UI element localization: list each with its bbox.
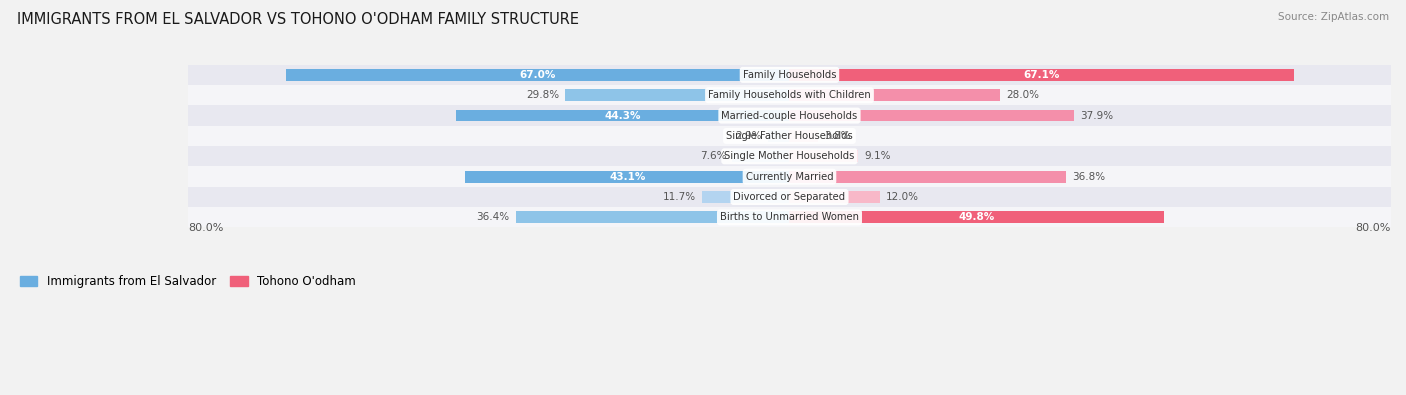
Bar [790,171,1066,182]
Bar [790,150,858,162]
Bar [188,146,1391,166]
Bar [465,171,790,182]
Bar [188,166,1391,187]
Text: 12.0%: 12.0% [886,192,918,202]
Text: 9.1%: 9.1% [863,151,890,161]
Text: 80.0%: 80.0% [1355,223,1391,233]
Bar [188,105,1391,126]
Text: 36.8%: 36.8% [1073,172,1105,182]
Legend: Immigrants from El Salvador, Tohono O'odham: Immigrants from El Salvador, Tohono O'od… [15,271,361,293]
Text: Births to Unmarried Women: Births to Unmarried Women [720,213,859,222]
Text: 49.8%: 49.8% [959,213,995,222]
Bar [188,207,1391,228]
Bar [565,89,790,101]
Text: 7.6%: 7.6% [700,151,727,161]
Text: 80.0%: 80.0% [188,223,224,233]
Text: 43.1%: 43.1% [609,172,645,182]
Bar [188,85,1391,105]
Text: Single Father Households: Single Father Households [725,131,853,141]
Text: 44.3%: 44.3% [605,111,641,120]
Bar [188,187,1391,207]
Bar [790,89,1000,101]
Bar [768,130,790,142]
Text: Source: ZipAtlas.com: Source: ZipAtlas.com [1278,12,1389,22]
Text: 3.8%: 3.8% [824,131,851,141]
Text: Divorced or Separated: Divorced or Separated [734,192,845,202]
Text: 11.7%: 11.7% [662,192,696,202]
Text: 36.4%: 36.4% [477,213,510,222]
Text: Family Households with Children: Family Households with Children [709,90,870,100]
Text: 28.0%: 28.0% [1007,90,1039,100]
Bar [733,150,790,162]
Text: Single Mother Households: Single Mother Households [724,151,855,161]
Text: 29.8%: 29.8% [526,90,560,100]
Text: 37.9%: 37.9% [1080,111,1114,120]
Bar [457,110,790,122]
Bar [790,110,1074,122]
Bar [702,191,790,203]
Text: Married-couple Households: Married-couple Households [721,111,858,120]
Bar [790,130,818,142]
Bar [285,69,790,81]
Text: Family Households: Family Households [742,70,837,80]
Text: Currently Married: Currently Married [745,172,834,182]
Text: 67.0%: 67.0% [519,70,555,80]
Text: IMMIGRANTS FROM EL SALVADOR VS TOHONO O'ODHAM FAMILY STRUCTURE: IMMIGRANTS FROM EL SALVADOR VS TOHONO O'… [17,12,579,27]
Bar [516,211,790,223]
Bar [790,191,880,203]
Bar [790,69,1294,81]
Text: 2.9%: 2.9% [735,131,762,141]
Bar [188,65,1391,85]
Bar [790,211,1164,223]
Text: 67.1%: 67.1% [1024,70,1060,80]
Bar [188,126,1391,146]
